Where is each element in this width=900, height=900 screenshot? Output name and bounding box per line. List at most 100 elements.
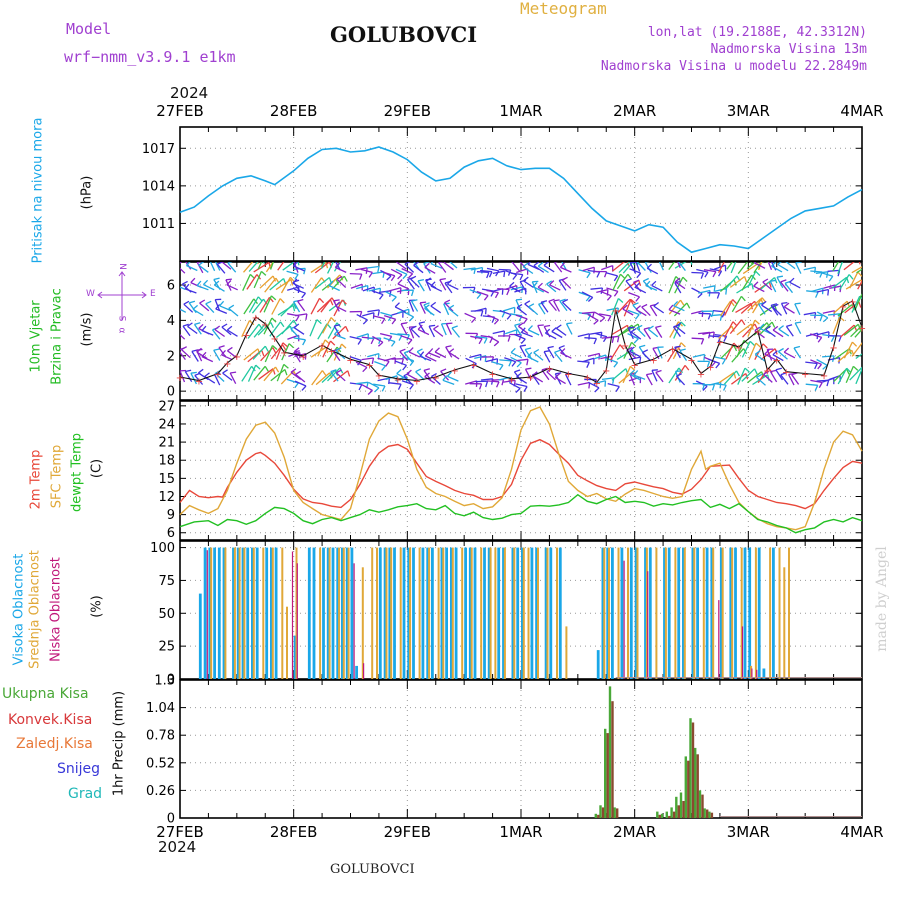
wind-barb-flag <box>643 326 650 330</box>
cloud-high-bar <box>217 547 221 679</box>
precip-conv-bar <box>691 722 695 818</box>
wind-barb <box>628 356 641 361</box>
wind-barb <box>528 306 539 316</box>
wind-barb <box>317 339 326 357</box>
wind-barb <box>335 372 346 382</box>
y-tick-label: 0 <box>167 385 175 400</box>
wind-barb-flag <box>305 313 308 320</box>
wind-speed-marker: + <box>450 366 458 377</box>
wind-barb-flag <box>266 253 270 257</box>
wind-barb-flag <box>690 262 693 265</box>
wind-barb-flag <box>846 367 852 374</box>
y-tick-label: 50 <box>158 607 175 622</box>
wind-barb <box>474 307 487 312</box>
wind-barb-flag <box>523 386 528 392</box>
temp-2m-line <box>179 438 863 510</box>
wind-barb-flag <box>293 262 299 267</box>
wind-barb-flag <box>424 372 430 378</box>
wind-barb <box>636 262 646 271</box>
wind-barb-flag <box>496 381 500 388</box>
wind-barb-flag <box>272 275 277 282</box>
wind-barb <box>196 284 209 291</box>
wind-barb-flag <box>765 253 770 257</box>
cloud-mid-bar <box>788 547 790 679</box>
wind-barb <box>546 371 556 381</box>
wind-barb-flag <box>635 296 641 302</box>
wind-barb-flag <box>645 280 651 287</box>
wind-barb-flag <box>852 365 859 371</box>
wind-barb <box>533 265 545 273</box>
wind-barb-flag <box>814 363 818 370</box>
wind-barb <box>372 315 385 320</box>
wind-barb-flag <box>270 322 274 328</box>
wind-barb-flag <box>478 383 483 390</box>
precip-total-bar <box>613 807 616 818</box>
cloud-mid-bar <box>546 547 549 679</box>
wind-barb-flag <box>770 303 778 307</box>
wind-barb-flag <box>566 322 573 325</box>
wind-barb-flag <box>406 369 412 375</box>
wind-barb-flag <box>516 372 522 378</box>
wind-barb <box>795 262 802 274</box>
altitude-text: Nadmorska Visina 13m <box>710 42 867 57</box>
wind-barb <box>587 313 599 321</box>
wind-barb-flag <box>554 349 561 354</box>
wind-barb <box>783 351 796 359</box>
wind-speed-marker: + <box>252 313 260 324</box>
wind-barb <box>578 269 591 274</box>
y-tick-label: 24 <box>158 417 175 432</box>
wind-barb <box>785 326 794 337</box>
wind-barb <box>537 286 550 294</box>
wind-barb-flag <box>632 302 639 306</box>
wind-barb-flag <box>213 280 220 286</box>
wind-barb-flag <box>485 381 489 388</box>
wind-barb <box>565 323 573 335</box>
wind-barb-flag <box>334 262 340 268</box>
wind-barb <box>553 300 560 312</box>
wind-barb-flag <box>335 369 342 374</box>
wind-barb <box>548 300 557 312</box>
wind-barb <box>443 303 450 316</box>
wind-barb <box>258 368 274 380</box>
x-tick-label-bottom: 2MAR <box>613 823 656 841</box>
wind-barb <box>349 382 362 386</box>
cloud-mid-bar <box>409 547 412 679</box>
wind-barb-flag <box>430 281 436 287</box>
wind-barb <box>465 357 477 365</box>
y-tick-label: 21 <box>158 436 175 451</box>
wind-barb <box>754 262 766 269</box>
wind-barb <box>823 284 836 289</box>
wind-barb <box>383 337 396 343</box>
wind-barb <box>590 287 603 290</box>
wind-barb <box>641 352 652 362</box>
wind-barb <box>373 383 386 387</box>
wind-barb <box>698 312 711 315</box>
x-tick-label-top: 4MAR <box>840 102 883 120</box>
wind-barb-flag <box>817 337 823 343</box>
wind-barb <box>332 325 347 340</box>
wind-barb-flag <box>593 379 597 386</box>
precip-total-bar <box>679 792 683 818</box>
wind-barb <box>282 262 296 271</box>
wind-barb <box>417 328 430 336</box>
wind-barb-flag <box>226 280 232 286</box>
cloud-mid-bar <box>683 547 686 679</box>
wind-barb-flag <box>230 371 237 374</box>
wind-barb-flag <box>483 337 488 344</box>
wind-barb-flag <box>628 326 635 329</box>
wind-barb-flag <box>478 338 483 345</box>
wind-barb-flag <box>871 348 873 354</box>
wind-barb-flag <box>553 299 560 302</box>
wind-barb <box>215 308 228 315</box>
wind-barb-flag <box>515 387 521 393</box>
wind-barb-flag <box>830 336 835 343</box>
wind-barb <box>702 331 715 335</box>
wind-barb-flag <box>493 319 499 325</box>
wind-barb <box>772 306 782 316</box>
y-tick-label: 25 <box>158 640 175 655</box>
wind-barb <box>334 333 346 340</box>
wind-barb-flag <box>704 271 709 278</box>
wind-barb <box>735 302 752 313</box>
wind-barb-flag <box>419 351 425 357</box>
wind-barb-flag <box>198 262 204 266</box>
